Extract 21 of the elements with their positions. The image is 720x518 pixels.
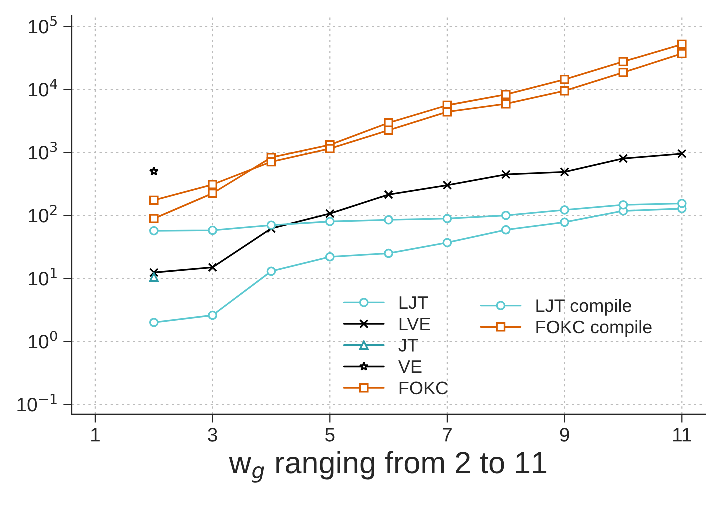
y-tick-label: 10$^{4}$ <box>29 79 58 97</box>
legend-label: LVE <box>400 318 430 330</box>
legend-label: VE <box>398 360 422 374</box>
x-tick-label: 9 <box>560 428 570 442</box>
legend-label: LJT compile <box>536 299 632 316</box>
y-tick-label: 10$^{3}$ <box>29 142 58 160</box>
legend-label: JT <box>398 339 418 352</box>
y-tick-label: 10$^{2}$ <box>29 204 57 223</box>
x-tick-label: 7 <box>443 428 452 442</box>
y-tick-label: 10$^{5}$ <box>29 16 57 34</box>
y-tick-label: 10$^{1}$ <box>29 268 57 286</box>
x-axis-title: w$_{g}$ ranging from 2 to 11 <box>229 451 547 483</box>
y-tick-label: 10$^{−1}$ <box>18 394 57 412</box>
x-tick-label: 5 <box>326 428 335 442</box>
legend-label: FOKC compile <box>536 320 652 338</box>
x-tick-label: 1 <box>92 428 100 442</box>
x-tick-label: 11 <box>674 428 692 442</box>
legend-label: FOKC <box>400 382 448 395</box>
y-tick-label: 10$^{0}$ <box>29 330 58 349</box>
x-tick-label: 3 <box>208 428 218 442</box>
legend-label: LJT <box>400 296 428 310</box>
